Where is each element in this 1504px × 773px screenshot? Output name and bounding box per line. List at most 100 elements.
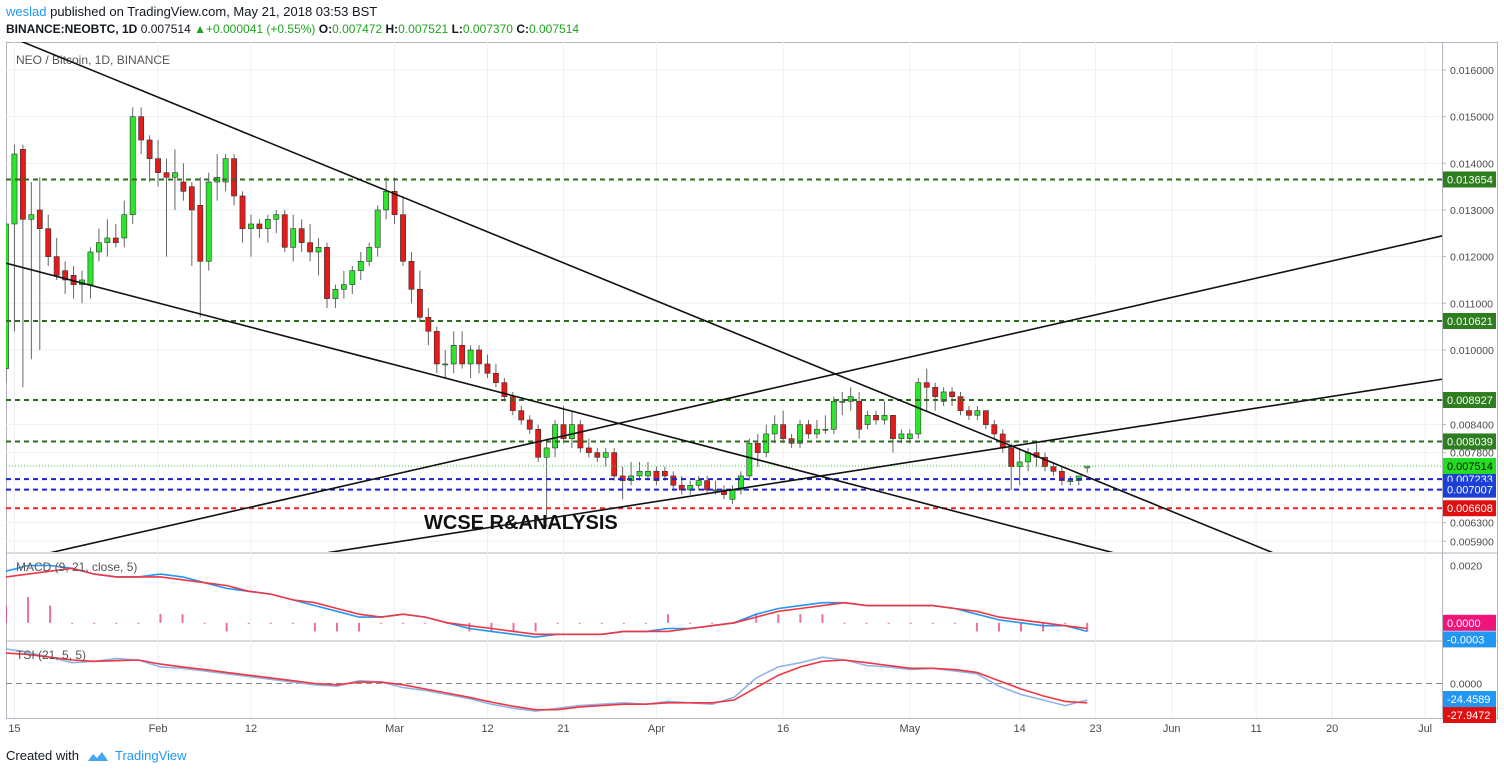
macd-histogram-bar [335, 622, 338, 632]
time-axis-label: Apr [648, 723, 665, 735]
candle [155, 139, 161, 187]
candle-body [197, 205, 204, 262]
candle [298, 219, 305, 252]
price-chart[interactable]: 15 Feb 12 Mar 12 21 Apr 16 May 14 23 Jun 11 20 Jul 0.01… [6, 42, 1498, 742]
candle-body [509, 396, 516, 411]
candle [11, 144, 18, 332]
candle-body [518, 410, 525, 421]
open-label: O: [318, 22, 333, 36]
candle-body [923, 382, 930, 388]
author-link[interactable]: weslad [6, 4, 47, 19]
candle-body [433, 330, 440, 365]
candle-body [763, 433, 770, 453]
candle-body [535, 428, 542, 458]
candle-body [805, 424, 812, 435]
macd-histogram-bar [909, 622, 912, 624]
candle [932, 382, 939, 411]
created-with-label: Created with [6, 748, 79, 763]
candle-body [526, 419, 533, 430]
candle [737, 471, 744, 495]
candle [957, 391, 964, 416]
candle [307, 223, 313, 262]
candle [602, 447, 609, 467]
candle [721, 485, 727, 500]
tradingview-link[interactable]: TradingView [114, 748, 187, 763]
macd-histogram-bar [1064, 622, 1067, 624]
candle-body [391, 191, 398, 215]
candle [940, 387, 947, 406]
candle-body [940, 391, 947, 402]
candle-body [231, 158, 237, 197]
candle [569, 410, 575, 448]
candle-body [653, 470, 660, 481]
candle-body [957, 396, 964, 411]
tsi-line [6, 648, 1088, 712]
chart-area[interactable]: 15 Feb 12 Mar 12 21 Apr 16 May 14 23 Jun 11 20 Jul 0.01… [6, 42, 1498, 742]
macd-histogram-bar [490, 622, 493, 632]
candle-body [873, 414, 879, 421]
candle-body [62, 270, 69, 281]
candle [264, 214, 271, 243]
candle-body [467, 349, 474, 365]
tsi-signal-line [6, 652, 1088, 711]
macd-histogram-bar [313, 622, 316, 632]
candle [501, 377, 508, 402]
time-axis-label: 20 [1326, 723, 1338, 735]
trendline [20, 42, 1274, 552]
macd-histogram-bar [1042, 622, 1045, 632]
candle-body [6, 223, 9, 369]
candle-body [273, 214, 280, 220]
candle-body [366, 247, 373, 262]
candle-body [239, 195, 246, 229]
macd-histogram-bar [137, 622, 140, 624]
candle-body [324, 247, 330, 299]
tsi-title: TSI (21, 5, 5) [16, 648, 86, 662]
price-axis-label: 0.016000 [1450, 65, 1494, 77]
candle-body [96, 242, 102, 253]
time-axis-label: 11 [1250, 723, 1261, 735]
candle-body [645, 470, 651, 477]
candle [636, 461, 643, 481]
candle [408, 251, 415, 304]
tradingview-logo-icon [87, 751, 108, 761]
candle [814, 419, 820, 439]
price-level-label: 0.008039 [1447, 436, 1493, 448]
candle-body [180, 181, 187, 192]
candle-body [400, 214, 406, 262]
candle [62, 261, 69, 294]
candle [484, 354, 491, 378]
candle [197, 177, 204, 318]
candle-body [87, 251, 94, 285]
candle-body [560, 424, 567, 439]
candle [425, 307, 432, 346]
candle [467, 345, 474, 378]
macd-histogram-bar [93, 622, 96, 624]
candle-body [569, 424, 575, 439]
candle-body [856, 400, 863, 430]
macd-histogram-bar [115, 622, 118, 624]
up-arrow-icon: ▲ [194, 22, 206, 36]
macd-histogram-bar [666, 614, 669, 623]
candle-body [543, 447, 550, 458]
time-axis-label: May [899, 723, 920, 735]
candle-body [121, 214, 128, 239]
macd-histogram-bar [755, 614, 758, 623]
candle [1016, 447, 1023, 486]
candle-body [53, 256, 60, 276]
candle [577, 419, 584, 453]
candle-body [991, 424, 998, 435]
candle-body [864, 414, 871, 425]
macd-histogram-bar [424, 622, 427, 624]
candle [695, 475, 702, 490]
macd-histogram-bar [468, 622, 471, 632]
candle-body [847, 396, 854, 402]
candle-body [906, 433, 913, 439]
candle [188, 181, 195, 266]
candle [493, 363, 499, 388]
candle [180, 163, 187, 201]
macd-value-label: -0.0003 [1447, 634, 1484, 646]
tsi-signal-label: -27.9472 [1447, 710, 1490, 722]
macd-histogram-bar [644, 622, 647, 624]
macd-histogram-bar [203, 622, 206, 624]
last-price-tag [1443, 457, 1496, 474]
